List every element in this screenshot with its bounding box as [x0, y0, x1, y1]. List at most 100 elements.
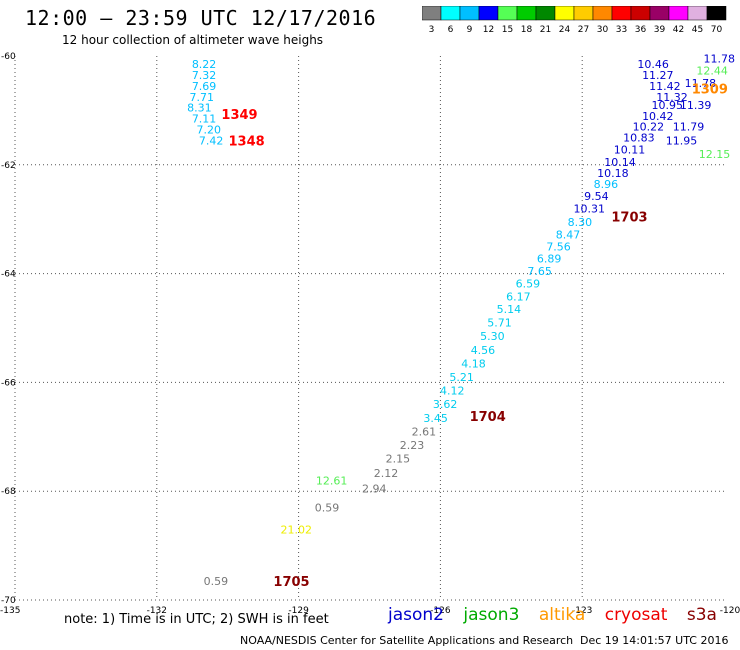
page-subtitle: 12 hour collection of altimeter wave hei… — [62, 33, 324, 47]
colorbar-label: 6 — [448, 25, 454, 35]
y-tick-label: -60 — [1, 52, 16, 62]
y-tick-label: -66 — [1, 378, 16, 388]
data-point-jason2: 11.95 — [666, 134, 698, 147]
data-point-s3a: 8.30 — [568, 216, 593, 229]
data-point-jason2: 11.42 — [649, 80, 681, 93]
data-point-cryosat: 7.20 — [197, 123, 222, 136]
colorbar-label: 18 — [521, 25, 533, 35]
data-point-s3a: 8.96 — [594, 178, 619, 191]
colorbar-label: 24 — [559, 25, 571, 35]
data-point-s3a: 2.23 — [400, 439, 425, 452]
data-point-jason2: 11.39 — [680, 99, 712, 112]
pass-number-label: 1704 — [470, 410, 506, 425]
data-point-jason3: 12.15 — [699, 148, 731, 161]
data-point-s3a: 5.21 — [449, 371, 474, 384]
data-point-cryosat: 7.69 — [192, 80, 217, 93]
data-point-s3a: 6.59 — [516, 277, 541, 290]
pass-number-label: 1309 — [692, 83, 728, 98]
footer-credit: NOAA/NESDIS Center for Satellite Applica… — [240, 634, 574, 647]
data-point-jason2: 10.14 — [604, 156, 636, 169]
data-point-s3a: 2.61 — [412, 425, 437, 438]
data-point-cryosat: 7.32 — [192, 69, 217, 82]
data-point-cryosat: 7.42 — [199, 134, 224, 147]
x-tick-label: -135 — [0, 606, 20, 616]
y-tick-label: -62 — [1, 161, 16, 171]
x-tick-label: -129 — [288, 606, 309, 616]
x-tick-label: -126 — [430, 606, 451, 616]
pass-number-label: 1349 — [221, 108, 257, 123]
colorbar-label: 30 — [597, 25, 609, 35]
legend-jason3: jason3 — [463, 605, 520, 625]
colorbar-label: 15 — [502, 25, 513, 35]
data-point-jason2: 11.78 — [704, 53, 736, 66]
colorbar-label: 9 — [467, 25, 473, 35]
colorbar-label: 45 — [692, 25, 703, 35]
legend-jason2: jason2 — [388, 605, 444, 625]
data-point-s3a: 2.12 — [374, 467, 399, 480]
data-point-s3a: 8.47 — [556, 228, 581, 241]
data-point-jason2: 11.78 — [685, 77, 717, 90]
legend-s3a: s3a — [686, 605, 717, 625]
footer-timestamp: Dec 19 14:01:57 UTC 2016 — [580, 634, 729, 647]
data-point-s3a: 4.56 — [471, 344, 496, 357]
y-tick-label: -68 — [1, 487, 16, 497]
data-point-jason2: 10.11 — [614, 144, 646, 157]
data-point-s3a: 7.56 — [546, 240, 571, 253]
data-point-s3a: 6.89 — [537, 252, 562, 265]
pass-number-label: 1705 — [273, 575, 309, 590]
data-point-s3a: 0.59 — [315, 502, 340, 515]
data-point-s3a: 3.45 — [423, 412, 448, 425]
data-point-jason2: 10.83 — [623, 132, 655, 145]
legend-cryosat: cryosat — [604, 605, 668, 625]
data-point-cryosat: 8.31 — [187, 102, 212, 115]
data-point-s3a: 3.62 — [433, 398, 458, 411]
data-point-s3a: 2.15 — [386, 453, 411, 466]
data-point-s3a: 4.12 — [440, 385, 465, 398]
data-point-s3a: 7.65 — [527, 265, 552, 278]
data-point-jason2: 10.46 — [637, 58, 669, 71]
data-point-s3a: 2.94 — [362, 482, 387, 495]
colorbar-label: 12 — [483, 25, 494, 35]
data-point-s3a: 5.71 — [487, 317, 512, 330]
data-point-jason3: 12.61 — [316, 474, 348, 487]
colorbar-label: 21 — [540, 25, 551, 35]
data-point-jason3: 12.44 — [696, 65, 728, 78]
data-point-jason2: 11.32 — [656, 91, 688, 104]
colorbar-label: 39 — [654, 25, 666, 35]
data-point-jason2: 11.27 — [642, 69, 674, 82]
data-point-jason2: 10.42 — [642, 110, 674, 123]
data-point-s3a: 5.14 — [497, 303, 522, 316]
data-point-jason2: 9.54 — [584, 190, 609, 203]
pass-number-label: 1348 — [229, 134, 265, 149]
data-point-jason2: 10.31 — [574, 202, 606, 215]
data-point-s3a: 6.17 — [506, 290, 531, 303]
pass-number-label: 1703 — [611, 210, 647, 225]
data-point-jason2: 11.79 — [673, 121, 705, 134]
data-point-jason2: 10.22 — [633, 121, 665, 134]
x-tick-label: -123 — [572, 606, 592, 616]
y-tick-label: -64 — [1, 270, 16, 280]
data-point-s3a: 5.30 — [480, 330, 505, 343]
data-point-cryosat: 7.11 — [192, 113, 217, 126]
x-tick-label: -132 — [147, 606, 167, 616]
colorbar-label: 33 — [616, 25, 627, 35]
data-point-jason2: 10.95 — [652, 99, 684, 112]
data-point-cryosat: 8.22 — [192, 58, 217, 71]
y-tick-label: -70 — [1, 596, 16, 606]
colorbar-label: 70 — [711, 25, 723, 35]
colorbar-label: 42 — [673, 25, 684, 35]
x-tick-label: -120 — [720, 606, 740, 616]
colorbar-label: 36 — [635, 25, 647, 35]
data-point-cryosat: 7.71 — [189, 91, 214, 104]
data-point-s3a: 4.18 — [461, 357, 486, 370]
colorbar-swatch — [706, 6, 727, 21]
data-point-altika: 21.02 — [280, 523, 312, 536]
data-point-s3a: 0.59 — [204, 575, 229, 588]
units-note: note: 1) Time is in UTC; 2) SWH is in fe… — [64, 612, 329, 627]
colorbar-label: 3 — [429, 25, 435, 35]
data-point-jason2: 10.18 — [597, 167, 629, 180]
satellite-legend: jason2 jason3 altika cryosat s3a — [388, 605, 731, 625]
legend-altika: altika — [538, 605, 586, 625]
